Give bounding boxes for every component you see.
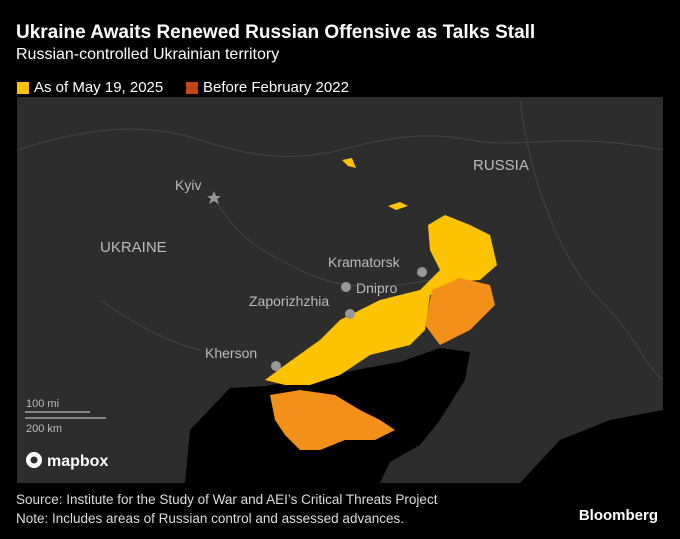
brand: Bloomberg (578, 507, 658, 524)
mapbox-logo (30, 456, 38, 464)
occupied-2025 (265, 215, 497, 385)
country-label: RUSSIA (473, 157, 529, 174)
city-dot (271, 361, 281, 371)
city-label: Kramatorsk (328, 254, 401, 270)
occupied-2025 (342, 158, 408, 210)
legend-swatch (17, 82, 29, 94)
occupied-pre-2022 (270, 390, 395, 450)
attribution: mapbox (47, 453, 108, 470)
title: Ukraine Awaits Renewed Russian Offensive… (16, 22, 536, 43)
city-dot (341, 282, 351, 292)
city-label: Kyiv (175, 177, 201, 193)
note: Note: Includes areas of Russian control … (16, 511, 404, 526)
subtitle: Russian-controlled Ukrainian territory (16, 46, 280, 63)
city-label: Zaporizhzhia (249, 293, 329, 309)
city-dot (345, 309, 355, 319)
legend-label: Before February 2022 (203, 79, 349, 96)
city-dot (417, 267, 427, 277)
scale-label: 100 mi (26, 398, 59, 410)
occupied-pre-2022 (425, 278, 495, 345)
scale-label: 200 km (26, 423, 62, 435)
map: Kyiv UKRAINE RUSSIA Kramatorsk Dnipro Za… (17, 97, 663, 483)
legend-label: As of May 19, 2025 (34, 79, 164, 96)
city-label: Dnipro (356, 280, 397, 296)
country-label: UKRAINE (100, 239, 167, 256)
borders (17, 99, 663, 381)
capital-star (207, 191, 221, 204)
legend-swatch (186, 82, 198, 94)
source: Source: Institute for the Study of War a… (16, 492, 438, 507)
sea (520, 410, 663, 483)
city-label: Kherson (205, 345, 257, 361)
